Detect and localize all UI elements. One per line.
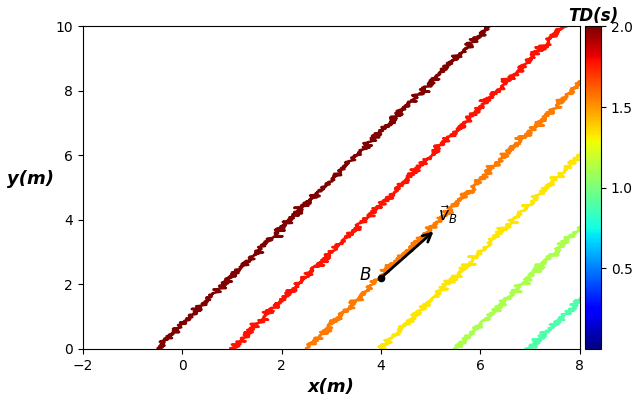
X-axis label: x(m): x(m) <box>308 378 355 396</box>
Text: $\vec{v}_B$: $\vec{v}_B$ <box>438 204 458 226</box>
Title: TD(s): TD(s) <box>568 7 618 25</box>
Y-axis label: y(m): y(m) <box>7 170 54 188</box>
Text: $B$: $B$ <box>358 266 371 285</box>
